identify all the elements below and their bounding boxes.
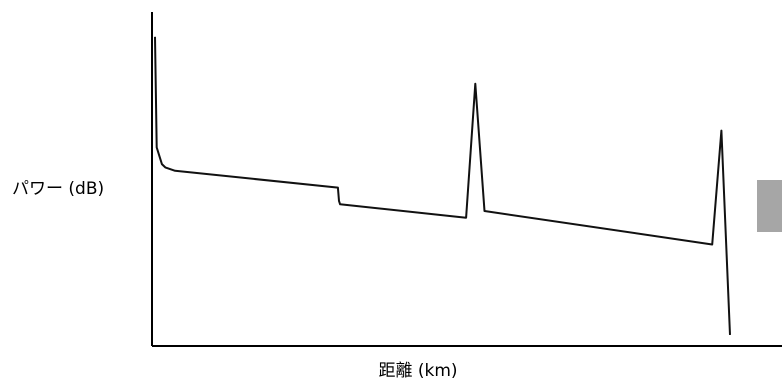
trace-line-0 [154,36,731,335]
plot-area [154,36,731,335]
y-axis-label: パワー (dB) [12,179,104,199]
axes [151,12,782,347]
side-marker [757,180,782,232]
x-axis-label: 距離 (km) [378,361,457,381]
